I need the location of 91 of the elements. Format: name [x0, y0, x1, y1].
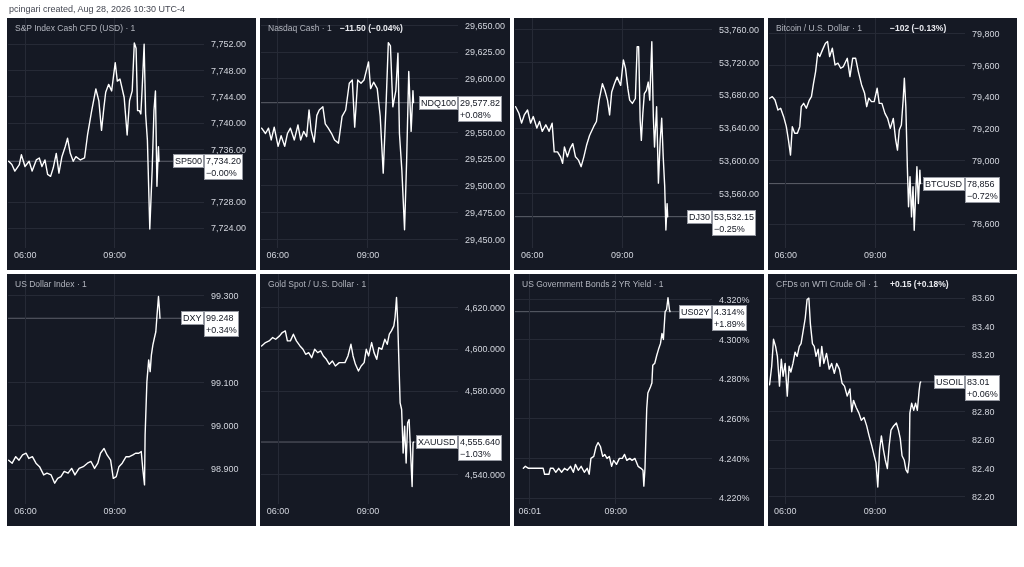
y-tick-label: 4.320%: [719, 294, 750, 305]
line-series: [769, 297, 922, 488]
text: Bitcoin / U.S. Dollar · 1: [776, 23, 863, 33]
y-tick-label: 82.20: [972, 492, 995, 503]
x-tick-label: 06:00: [774, 250, 797, 260]
line-series: [515, 41, 669, 231]
y-tick-label: 29,475.00: [465, 207, 506, 218]
ref-line-label: XAUUSD 4,555.640 −1.03%: [418, 437, 501, 459]
line-series: [522, 297, 671, 487]
y-tick-label: 53,560.00: [719, 188, 760, 199]
text: −11.50 (−0.04%): [340, 23, 404, 33]
y-tick-label: 4,600.000: [465, 344, 506, 355]
y-tick-label: 7,748.00: [211, 65, 247, 76]
y-tick-label: 83.20: [972, 350, 995, 361]
y-tick-label: 82.40: [972, 463, 995, 474]
y-tick-label: 53,760.00: [719, 24, 760, 35]
y-tick-label: 79,800: [972, 29, 1000, 40]
y-tick-label: 82.80: [972, 406, 995, 417]
y-tick-label: 4,620.000: [465, 302, 506, 313]
y-tick-label: 4.220%: [719, 493, 750, 504]
y-tick-label: 4,580.000: [465, 386, 506, 397]
y-tick-label: 79,600: [972, 60, 1000, 71]
x-tick-label: 09:00: [103, 250, 126, 260]
y-tick-label: 99.000: [211, 421, 239, 432]
text: CFDs on WTI Crude Oil · 1: [776, 279, 879, 289]
text: S&P Index Cash CFD (USD) · 1: [15, 23, 136, 33]
x-tick-label: 06:00: [14, 250, 37, 260]
y-tick-label: 29,525.00: [465, 154, 506, 165]
y-tick-label: 83.40: [972, 321, 995, 332]
y-tick-label: 7,740.00: [211, 118, 247, 129]
x-tick-label: 06:00: [773, 506, 797, 516]
x-tick-label: 06:01: [518, 506, 542, 516]
y-tick-label: 53,720.00: [719, 57, 760, 68]
y-tick-label: 79,200: [972, 124, 1000, 135]
y-tick-label: 83.60: [972, 293, 995, 304]
line-series: [8, 295, 161, 486]
y-tick-label: 29,650.00: [465, 20, 506, 31]
ref-line-label: US02Y 4.314% +1.89%: [681, 307, 745, 329]
x-tick-label: 06:00: [14, 506, 37, 516]
ref-line-label: USOIL 83.01 +0.06%: [936, 377, 998, 399]
y-tick-label: 29,500.00: [465, 181, 506, 192]
line-series: [261, 296, 415, 488]
y-tick-label: 4.280%: [719, 374, 750, 385]
y-tick-label: 7,744.00: [211, 92, 247, 103]
ref-line-label: SP500 7,734.20 −0.00%: [175, 156, 242, 178]
y-tick-label: 99.300: [211, 290, 239, 301]
y-tick-label: 53,600.00: [719, 156, 760, 167]
x-tick-label: 06:00: [266, 250, 290, 260]
y-tick-label: 7,736.00: [211, 144, 247, 155]
y-tick-label: 29,625.00: [465, 47, 506, 58]
y-tick-label: 29,450.00: [465, 234, 506, 245]
x-tick-label: 09:00: [103, 506, 127, 516]
text: +0.15 (+0.18%): [890, 279, 949, 289]
text: pcingari created, Aug 28, 2026 10:30 UTC-4: [9, 4, 186, 14]
y-tick-label: 4.260%: [719, 413, 750, 424]
y-tick-label: 53,680.00: [719, 90, 760, 101]
x-tick-label: 06:00: [266, 506, 290, 516]
y-tick-label: 29,550.00: [465, 127, 506, 138]
y-tick-label: 99.100: [211, 377, 239, 388]
y-tick-label: 79,000: [972, 155, 1000, 166]
text: Nasdaq Cash · 1: [268, 23, 333, 33]
ref-line-label: NDQ100 29,577.82 +0.08%: [421, 98, 501, 120]
text: US Government Bonds 2 YR Yield · 1: [522, 279, 664, 289]
y-tick-label: 4.300%: [719, 334, 750, 345]
y-tick-label: 82.60: [972, 435, 995, 446]
x-tick-label: 09:00: [356, 250, 380, 260]
x-tick-label: 09:00: [863, 506, 887, 516]
x-tick-label: 06:00: [521, 250, 544, 260]
y-tick-label: 78,600: [972, 219, 1000, 230]
y-tick-label: 7,728.00: [211, 197, 247, 208]
x-tick-label: 09:00: [356, 506, 380, 516]
line-series: [261, 41, 415, 231]
x-tick-label: 09:00: [604, 506, 627, 516]
y-tick-label: 4,540.000: [465, 469, 506, 480]
line-series: [769, 40, 922, 231]
y-tick-label: 7,724.00: [211, 223, 247, 234]
text: −102 (−0.13%): [890, 23, 947, 33]
text: US Dollar Index · 1: [15, 279, 88, 289]
y-tick-label: 53,640.00: [719, 123, 760, 134]
x-tick-label: 09:00: [610, 250, 634, 260]
y-tick-label: 7,752.00: [211, 39, 247, 50]
y-tick-label: 4.240%: [719, 453, 750, 464]
line-series: [8, 42, 160, 230]
text: Gold Spot / U.S. Dollar · 1: [268, 279, 367, 289]
ref-line-label: DXY 99.248 +0.34%: [183, 313, 237, 335]
ref-line-label: DJ30 53,532.15 −0.25%: [689, 212, 755, 234]
x-tick-label: 09:00: [864, 250, 887, 260]
y-tick-label: 98.900: [211, 464, 239, 475]
y-tick-label: 29,600.00: [465, 74, 506, 85]
y-tick-label: 79,400: [972, 92, 1000, 103]
ref-line-label: BTCUSD 78,856 −0.72%: [925, 179, 998, 201]
